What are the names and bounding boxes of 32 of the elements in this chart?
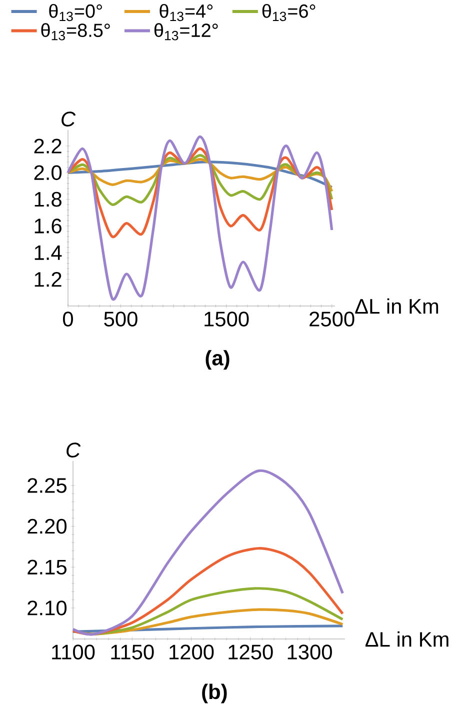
x-tick-label: 1300 [288, 644, 332, 660]
y-tick-label: 2.10 [28, 600, 67, 616]
x-tick-label: 1200 [170, 644, 214, 660]
y-tick-label: 2.2 [34, 138, 62, 154]
y-tick-label: 2.20 [28, 518, 67, 534]
legend-label: θ$_{13}$=12° [154, 23, 218, 40]
y-axis-title: C [66, 442, 81, 458]
legend-label: θ$_{13}$=0° [49, 4, 102, 22]
x-tick-label: 1100 [52, 644, 95, 660]
text: (a) [206, 350, 230, 370]
x-tick-label: 1500 [204, 312, 249, 326]
legend-label: θ$_{13}$=6° [262, 4, 316, 22]
x-tick-label: 1250 [228, 644, 273, 660]
x-tick-label: 0 [62, 312, 73, 326]
legend-label: θ$_{13}$=8.5° [41, 23, 110, 40]
line-series [66, 135, 334, 301]
y-tick-label: 1.8 [34, 192, 62, 207]
y-tick-label: 2.25 [28, 478, 66, 493]
x-tick-label: 2500 [310, 312, 354, 326]
legend-label: θ$_{13}$=4° [160, 4, 213, 22]
x-axis-title: ΔL in Km [365, 631, 448, 647]
x-axis-title: ΔL in Km [355, 298, 438, 314]
y-tick-label: 2.0 [34, 165, 62, 180]
x-tick-label: 500 [104, 312, 138, 326]
x-tick-label: 1150 [111, 644, 154, 660]
text: (b) [202, 684, 227, 704]
y-tick-label: 1.6 [34, 218, 62, 234]
y-tick-label: 1.2 [34, 272, 62, 287]
y-tick-label: 1.4 [34, 245, 62, 260]
line-series [72, 469, 344, 636]
y-tick-label: 2.15 [28, 560, 66, 575]
y-axis-title: C [62, 112, 76, 126]
